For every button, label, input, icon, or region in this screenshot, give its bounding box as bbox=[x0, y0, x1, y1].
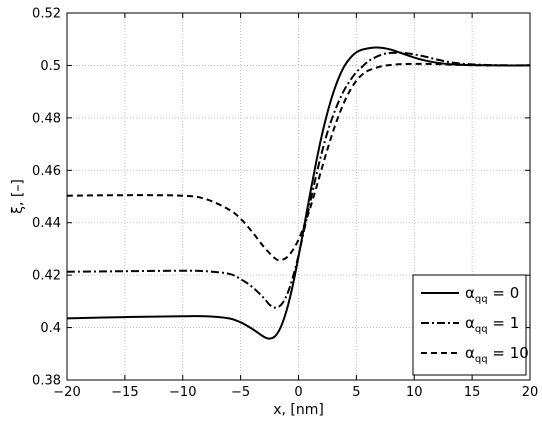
y-tick-label: 0.44 bbox=[32, 216, 61, 231]
legend-subscript: qq bbox=[475, 294, 488, 305]
legend-label-3: αqq = 10 bbox=[465, 344, 529, 365]
y-tick-label: 0.52 bbox=[32, 7, 61, 22]
series-line-3 bbox=[66, 62, 531, 262]
legend-label-2: αqq = 1 bbox=[465, 314, 519, 335]
x-tick-label: −15 bbox=[111, 385, 138, 400]
legend-value: = 10 bbox=[488, 344, 529, 362]
series-line-2 bbox=[66, 51, 531, 309]
legend-symbol: α bbox=[465, 344, 475, 362]
legend-symbol: α bbox=[465, 284, 475, 302]
y-axis-label: ξ, [–] bbox=[10, 179, 26, 214]
y-tick-label: 0.4 bbox=[40, 321, 61, 336]
legend-subscript: qq bbox=[475, 324, 488, 335]
x-tick-label: −20 bbox=[53, 385, 80, 400]
x-tick-label: −5 bbox=[231, 385, 250, 400]
y-tick-label: 0.48 bbox=[32, 111, 61, 126]
y-tick-label: 0.5 bbox=[40, 59, 61, 74]
legend-box bbox=[412, 274, 527, 376]
legend-subscript: qq bbox=[475, 354, 488, 365]
x-tick-label: 0 bbox=[294, 385, 302, 400]
y-tick-label: 0.46 bbox=[32, 164, 61, 179]
x-tick-label: 15 bbox=[464, 385, 481, 400]
y-tick-label: 0.38 bbox=[32, 374, 61, 389]
y-tick-label: 0.42 bbox=[32, 269, 61, 284]
legend-value: = 1 bbox=[488, 314, 520, 332]
legend-label-1: αqq = 0 bbox=[465, 284, 519, 305]
series-group bbox=[66, 46, 531, 340]
x-tick-label: 5 bbox=[352, 385, 360, 400]
x-tick-label: 10 bbox=[406, 385, 423, 400]
legend-value: = 0 bbox=[488, 284, 520, 302]
x-tick-label: 20 bbox=[522, 385, 539, 400]
series-line-1 bbox=[66, 46, 531, 340]
x-axis-label: x, [nm] bbox=[273, 402, 324, 418]
legend-symbol: α bbox=[465, 314, 475, 332]
ticks: −20 −15 −10 −5 0 5 10 15 20 0.38 0.4 0.42 0.44 0.46 0.… bbox=[32, 7, 538, 401]
x-tick-label: −10 bbox=[169, 385, 196, 400]
